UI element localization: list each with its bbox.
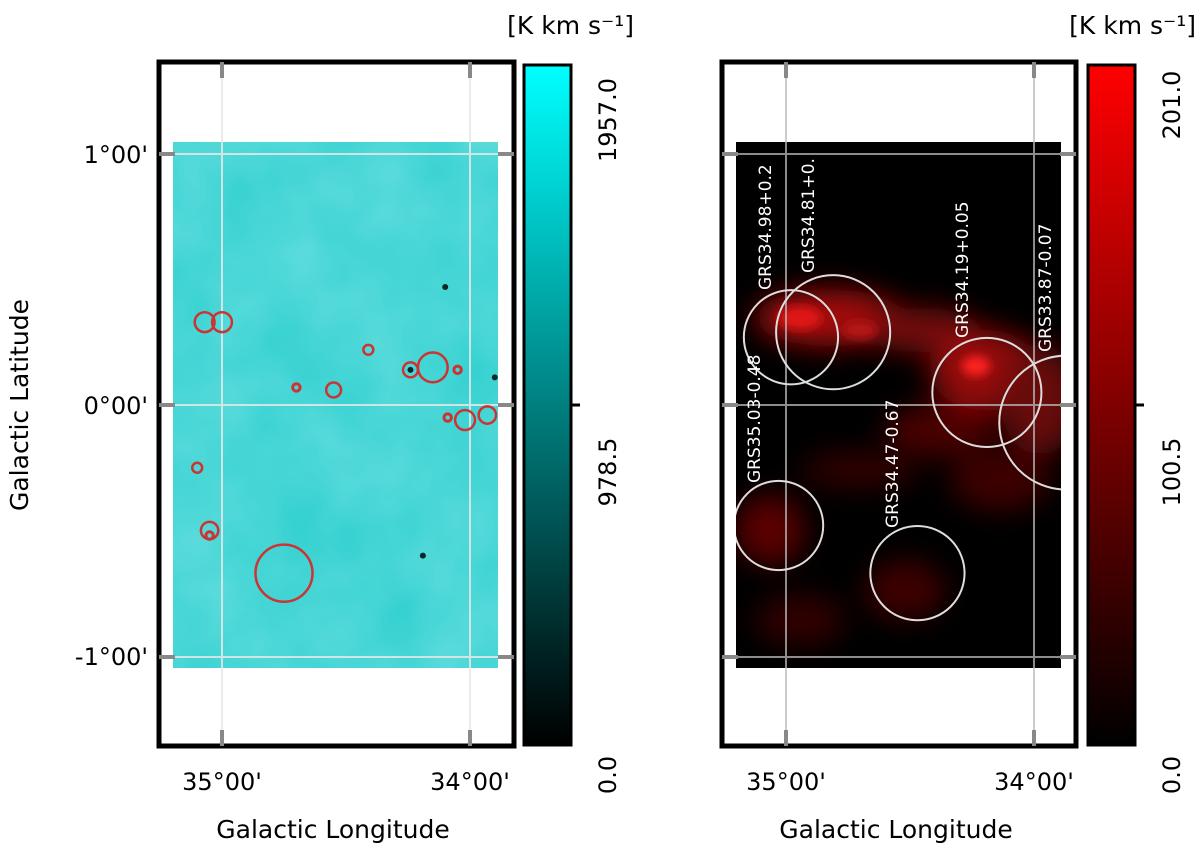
left-source-circle xyxy=(362,343,375,356)
left-source-circle xyxy=(324,381,343,399)
right-colorbar: [K km s⁻¹] 201.0 100.5 0.0 xyxy=(1069,11,1196,794)
left-y-tick-0: 0°00' xyxy=(84,392,148,420)
left-source-circle xyxy=(416,351,449,384)
left-source-circle xyxy=(254,543,314,603)
left-source-circle xyxy=(291,382,302,393)
right-source-circles xyxy=(736,274,1061,622)
left-colorbar: [K km s⁻¹] 1957.0 978.5 0.0 xyxy=(507,11,634,794)
right-colorbar-tick-mid: 100.5 xyxy=(1158,438,1186,507)
left-panel: 1°00' 0°00' -1°00' 35°00' 34°00' Galacti… xyxy=(5,11,634,844)
left-ticks xyxy=(159,62,514,746)
left-colorbar-tick-max: 1957.0 xyxy=(594,78,622,162)
right-source-circle xyxy=(775,274,892,391)
left-dark-spots xyxy=(407,284,498,559)
left-source-circle xyxy=(477,405,498,425)
left-y-tick-1: 1°00' xyxy=(84,141,148,169)
right-colorbar-tick-max: 201.0 xyxy=(1158,71,1186,140)
left-source-circles xyxy=(190,311,498,603)
right-ticks xyxy=(722,62,1076,746)
right-panel: GRS35.03-0.48 GRS34.98+0.2 GRS34.81+0. G… xyxy=(719,11,1196,844)
source-label-35.03: GRS35.03-0.48 xyxy=(745,355,765,483)
left-colorbar-tick-mid: 978.5 xyxy=(594,438,622,507)
right-source-circle xyxy=(736,479,825,572)
left-dark-spot xyxy=(442,284,449,291)
right-emission xyxy=(736,290,1061,645)
right-source-circle xyxy=(742,289,840,386)
left-y-axis-label: Galactic Latitude xyxy=(5,299,34,511)
left-dark-spot xyxy=(419,552,426,559)
right-source-circle xyxy=(931,336,1043,449)
source-label-34.19: GRS34.19+0.05 xyxy=(953,201,973,338)
left-x-tick-34: 34°00' xyxy=(430,768,510,796)
source-label-34.98: GRS34.98+0.2 xyxy=(756,164,776,290)
left-dark-spot xyxy=(407,366,414,373)
left-source-circle xyxy=(193,311,216,334)
left-source-circle xyxy=(453,408,477,432)
source-label-34.47: GRS34.47-0.67 xyxy=(883,400,903,528)
left-y-tick-minus1: -1°00' xyxy=(75,643,148,671)
right-colorbar-tick-min: 0.0 xyxy=(1158,756,1186,794)
right-x-axis-label: Galactic Longitude xyxy=(779,815,1012,844)
left-grid xyxy=(159,66,514,745)
right-source-circle xyxy=(869,525,966,622)
right-colorbar-unit: [K km s⁻¹] xyxy=(1069,11,1196,40)
source-label-33.87: GRS33.87-0.07 xyxy=(1036,224,1056,352)
left-source-circle xyxy=(442,412,453,423)
left-colorbar-unit: [K km s⁻¹] xyxy=(507,11,634,40)
left-x-axis-label: Galactic Longitude xyxy=(216,815,449,844)
right-grid xyxy=(722,66,1076,745)
right-source-circle xyxy=(998,354,1061,491)
left-dark-spot xyxy=(491,374,498,381)
left-source-circle xyxy=(190,461,204,474)
left-x-tick-35: 35°00' xyxy=(182,768,262,796)
left-source-circle xyxy=(204,530,215,541)
right-x-tick-34: 34°00' xyxy=(994,768,1074,796)
left-source-circle xyxy=(210,311,234,334)
right-source-labels: GRS35.03-0.48 GRS34.98+0.2 GRS34.81+0. G… xyxy=(745,158,1056,528)
right-x-tick-35: 35°00' xyxy=(746,768,826,796)
left-colorbar-tick-min: 0.0 xyxy=(594,756,622,794)
left-source-circle xyxy=(452,364,463,376)
source-label-34.81: GRS34.81+0. xyxy=(799,158,819,273)
